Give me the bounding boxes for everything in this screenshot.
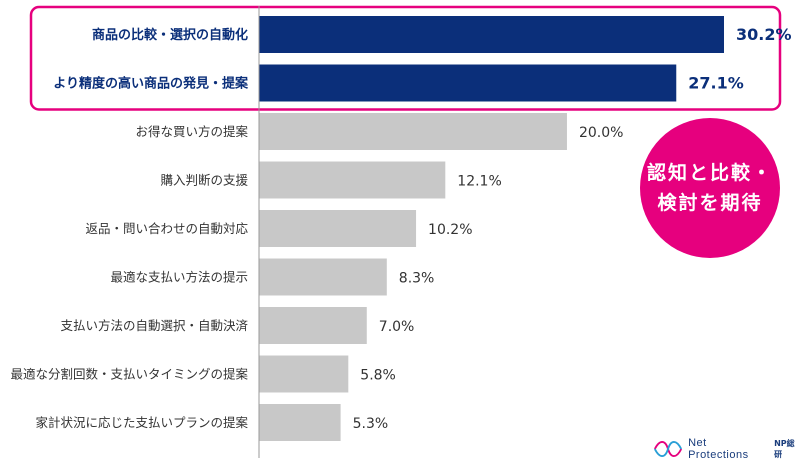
value-label-8: 5.8% (360, 368, 396, 384)
bar-7 (259, 307, 367, 344)
value-label-3: 20.0% (579, 125, 623, 141)
callout-line-1: 認知と比較・ (646, 162, 773, 184)
category-label-4: 購入判断の支援 (160, 173, 248, 188)
logo: Net Protections NP総研 (652, 437, 801, 461)
category-label-7: 支払い方法の自動選択・自動決済 (60, 318, 248, 333)
bar-5 (259, 210, 417, 247)
category-label-2: より精度の高い商品の発見・提案 (53, 76, 249, 92)
value-label-7: 7.0% (379, 319, 415, 335)
highlight-frame (29, 5, 782, 111)
infinity-wave-icon (653, 441, 683, 457)
logo-subtext: NP総研 (774, 439, 795, 459)
bar-4 (259, 161, 446, 199)
value-label-2: 27.1% (688, 74, 744, 93)
callout-line-2: 検討を期待 (657, 192, 763, 214)
value-label-9: 5.3% (353, 416, 389, 432)
category-label-3: お得な買い方の提案 (135, 124, 248, 139)
value-label-5: 10.2% (428, 222, 472, 238)
category-label-8: 最適な分割回数・支払いタイミングの提案 (10, 367, 248, 382)
value-label-4: 12.1% (457, 174, 501, 190)
logo-text: Net Protections (688, 437, 749, 461)
value-label-1: 30.2% (736, 25, 792, 44)
category-label-1: 商品の比較・選択の自動化 (92, 27, 248, 43)
category-label-6: 最適な支払い方法の提示 (110, 270, 248, 285)
bar-6 (259, 258, 387, 296)
bar-8 (259, 355, 349, 393)
callout-circle: 認知と比較・ 検討を期待 (640, 118, 780, 258)
bar-9 (259, 404, 341, 441)
bar-1 (259, 16, 724, 53)
value-label-6: 8.3% (399, 271, 435, 287)
category-label-9: 家計状況に応じた支払いプランの提案 (35, 415, 248, 430)
bar-3 (259, 113, 567, 150)
bar-2 (259, 64, 677, 102)
category-label-5: 返品・問い合わせの自動対応 (85, 221, 248, 236)
